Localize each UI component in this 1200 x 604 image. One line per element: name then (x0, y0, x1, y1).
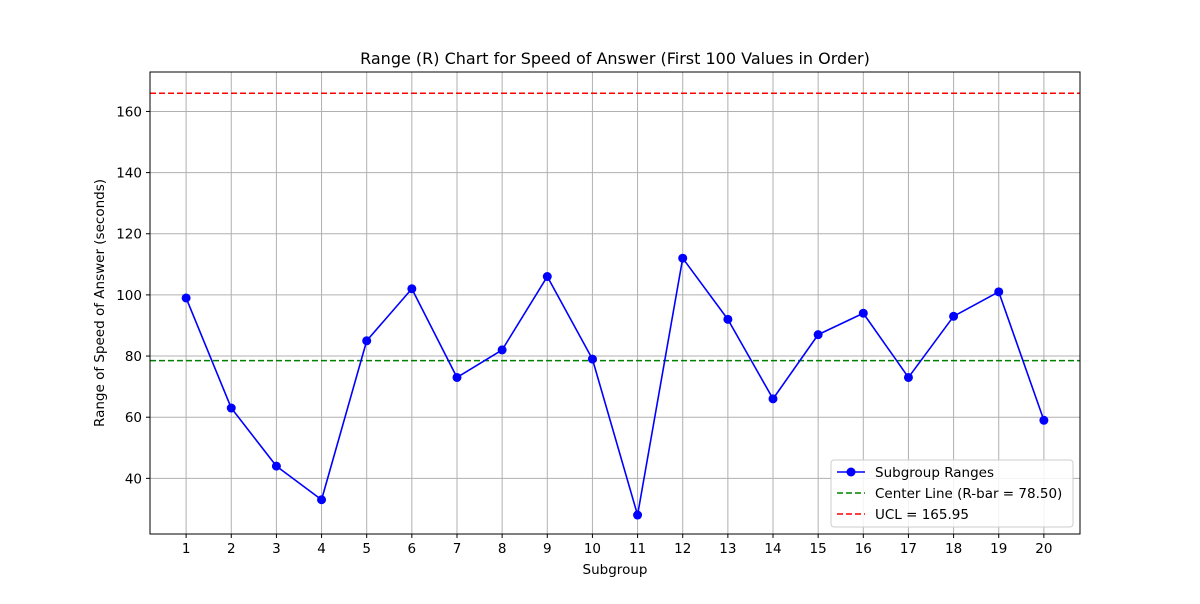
x-tick-label: 12 (674, 541, 691, 557)
data-point (181, 293, 191, 303)
data-point (633, 510, 643, 520)
x-tick-label: 18 (945, 541, 962, 557)
data-point (678, 253, 688, 263)
data-point (858, 308, 868, 318)
chart-title: Range (R) Chart for Speed of Answer (Fir… (360, 49, 870, 68)
data-series (181, 253, 1049, 520)
x-tick-label: 15 (810, 541, 827, 557)
y-tick-label: 40 (125, 471, 142, 487)
x-tick-label: 3 (272, 541, 281, 557)
data-point (362, 336, 372, 346)
plot-area-frame (149, 71, 1081, 535)
x-tick-label: 20 (1035, 541, 1052, 557)
legend: Subgroup Ranges Center Line (R-bar = 78.… (830, 459, 1074, 528)
x-tick-label: 11 (629, 541, 646, 557)
x-tick-label: 2 (227, 541, 236, 557)
x-tick-label: 13 (719, 541, 736, 557)
data-point (768, 394, 778, 404)
data-point (1039, 415, 1049, 425)
y-axis-ticks: 40 60 80 100 120 140 160 (116, 104, 150, 487)
reference-lines (150, 92, 1080, 362)
x-tick-label: 4 (317, 541, 326, 557)
x-tick-label: 16 (855, 541, 872, 557)
data-point (452, 372, 462, 382)
data-point (994, 287, 1004, 297)
legend-label-center-line: Center Line (R-bar = 78.50) (875, 486, 1062, 502)
y-tick-label: 140 (116, 166, 142, 182)
x-tick-label: 8 (498, 541, 507, 557)
data-point (271, 461, 281, 471)
legend-series-marker (846, 467, 856, 477)
data-point (497, 345, 507, 355)
x-axis-label: Subgroup (583, 562, 648, 578)
x-tick-label: 1 (182, 541, 191, 557)
x-axis-ticks: 1 2 3 4 5 6 7 8 9 10 11 12 13 14 15 16 17 18 19 20 (182, 534, 1052, 557)
x-tick-label: 14 (764, 541, 781, 557)
y-tick-label: 160 (116, 104, 142, 120)
data-point (407, 284, 417, 294)
x-tick-label: 9 (543, 541, 552, 557)
series-line (185, 257, 1045, 516)
data-point (226, 403, 236, 413)
data-point (903, 372, 913, 382)
y-tick-label: 80 (125, 349, 142, 365)
data-point (723, 314, 733, 324)
x-tick-label: 7 (453, 541, 462, 557)
x-tick-label: 5 (362, 541, 371, 557)
y-axis-label: Range of Speed of Answer (seconds) (92, 179, 108, 427)
x-tick-label: 10 (584, 541, 601, 557)
legend-box (830, 459, 1074, 528)
y-tick-label: 100 (116, 288, 142, 304)
y-tick-label: 60 (125, 410, 142, 426)
data-point (317, 495, 327, 505)
data-point (587, 354, 597, 364)
x-tick-label: 17 (900, 541, 917, 557)
data-point (949, 311, 959, 321)
data-point (813, 330, 823, 340)
y-tick-label: 120 (116, 227, 142, 243)
data-point (542, 272, 552, 282)
x-tick-label: 19 (990, 541, 1007, 557)
legend-label-ucl: UCL = 165.95 (875, 507, 969, 523)
x-tick-label: 6 (408, 541, 417, 557)
legend-label-subgroup-ranges: Subgroup Ranges (875, 465, 994, 481)
